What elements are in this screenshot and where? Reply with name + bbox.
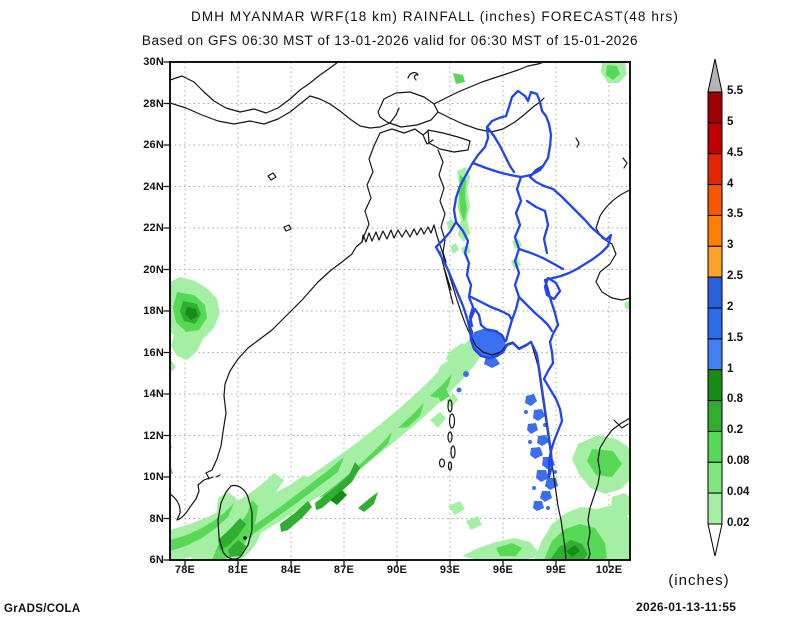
sri-lanka-outline bbox=[217, 484, 253, 560]
colorbar-bottom-arrow bbox=[707, 523, 723, 557]
map-plot-area bbox=[163, 61, 631, 567]
colorbar-segment bbox=[707, 122, 723, 155]
colorbar-tick-label: 1 bbox=[727, 363, 734, 375]
lon-tick-label: 90E bbox=[386, 564, 408, 576]
lat-tick-label: 18N bbox=[143, 305, 164, 317]
page-subtitle: Based on GFS 06:30 MST of 13-01-2026 val… bbox=[141, 33, 639, 48]
lat-tick-label: 22N bbox=[143, 222, 164, 234]
sundarbans-coast bbox=[361, 224, 435, 243]
thailand-coast bbox=[587, 417, 630, 560]
china-laos-borders bbox=[595, 189, 630, 301]
colorbar-segment bbox=[707, 91, 723, 124]
myanmar-national-border bbox=[434, 89, 613, 479]
lon-tick-label: 87E bbox=[333, 564, 355, 576]
generation-timestamp: 2026-01-13-11:55 bbox=[636, 600, 737, 614]
delta-heavy-rain-patch bbox=[471, 328, 558, 511]
lat-tick-label: 20N bbox=[143, 264, 164, 276]
bhutan-outline bbox=[377, 91, 439, 128]
nepal-south-border bbox=[170, 95, 400, 129]
colorbar-segment bbox=[707, 153, 723, 186]
coastline-borders bbox=[170, 62, 630, 560]
colorbar-tick-label: 4 bbox=[727, 178, 734, 190]
lat-tick-label: 8N bbox=[149, 513, 164, 525]
lat-tick-label: 28N bbox=[143, 98, 164, 110]
lat-tick-label: 24N bbox=[143, 181, 164, 193]
colorbar-tick-label: 4.5 bbox=[727, 147, 743, 159]
grads-credit-label: GrADS/COLA bbox=[4, 603, 81, 615]
india-coastline bbox=[170, 241, 363, 521]
lon-tick-label: 84E bbox=[280, 564, 302, 576]
colorbar-tick-label: 0.02 bbox=[727, 517, 750, 529]
colorbar-tick-label: 0.8 bbox=[727, 393, 743, 405]
colorbar-tick-label: 3.5 bbox=[727, 208, 743, 220]
nepal-north-border bbox=[170, 62, 339, 114]
colorbar-segment bbox=[707, 400, 723, 433]
bangladesh-border bbox=[361, 132, 381, 243]
colorbar-segment bbox=[707, 214, 723, 247]
lon-tick-label: 96E bbox=[492, 564, 514, 576]
colorbar-segment bbox=[707, 276, 723, 309]
colorbar-tick-label: 2.5 bbox=[727, 270, 743, 282]
myanmar-state-boundaries bbox=[434, 89, 613, 479]
colorbar-tick-label: 2 bbox=[727, 301, 734, 313]
colorbar-tick-label: 3 bbox=[727, 239, 734, 251]
lat-tick-label: 12N bbox=[143, 430, 164, 442]
lat-tick-label: 16N bbox=[143, 347, 164, 359]
colorbar bbox=[707, 58, 723, 557]
andaman-islands bbox=[447, 399, 453, 413]
colorbar-segment bbox=[707, 369, 723, 402]
colorbar-segment bbox=[707, 338, 723, 371]
colorbar-segment bbox=[707, 307, 723, 340]
colorbar-tick-label: 0.04 bbox=[727, 486, 750, 498]
lat-tick-label: 10N bbox=[143, 471, 164, 483]
lat-tick-label: 30N bbox=[143, 56, 164, 68]
lon-tick-label: 99E bbox=[545, 564, 567, 576]
grid-lines bbox=[170, 62, 630, 560]
lon-tick-label: 81E bbox=[227, 564, 249, 576]
colorbar-top-arrow bbox=[707, 58, 723, 93]
rain-light-layer bbox=[170, 62, 630, 560]
colorbar-segment bbox=[707, 461, 723, 494]
colorbar-tick-label: 1.5 bbox=[727, 332, 743, 344]
colorbar-tick-label: 0.08 bbox=[727, 455, 750, 467]
colorbar-segment bbox=[707, 492, 723, 525]
page-title: DMH MYANMAR WRF(18 km) RAINFALL (inches)… bbox=[191, 9, 679, 24]
colorbar-tick-label: 5 bbox=[727, 116, 734, 128]
lon-tick-label: 78E bbox=[174, 564, 196, 576]
colorbar-segment bbox=[707, 430, 723, 463]
axis-tick-marks bbox=[163, 61, 610, 567]
colorbar-units-label: (inches) bbox=[668, 572, 730, 589]
ne-india-borders bbox=[433, 62, 545, 105]
lat-tick-label: 26N bbox=[143, 139, 164, 151]
colorbar-segment bbox=[707, 245, 723, 278]
colorbar-tick-label: 0.2 bbox=[727, 424, 743, 436]
lat-tick-label: 6N bbox=[149, 554, 164, 566]
lat-tick-label: 14N bbox=[143, 388, 164, 400]
lon-tick-label: 102E bbox=[595, 564, 623, 576]
colorbar-tick-label: 5.5 bbox=[727, 85, 743, 97]
colorbar-segment bbox=[707, 184, 723, 217]
lon-tick-label: 93E bbox=[439, 564, 461, 576]
